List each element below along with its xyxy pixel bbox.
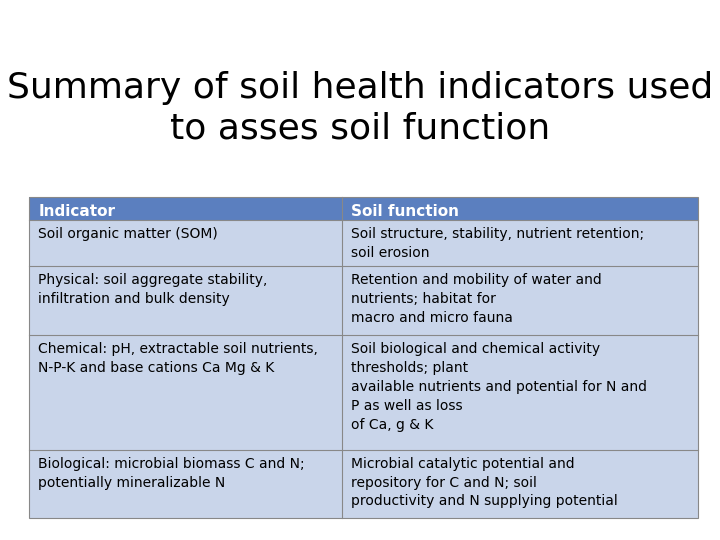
FancyBboxPatch shape — [342, 266, 698, 335]
Text: Retention and mobility of water and
nutrients; habitat for
macro and micro fauna: Retention and mobility of water and nutr… — [351, 273, 602, 325]
Text: Soil biological and chemical activity
thresholds; plant
available nutrients and : Soil biological and chemical activity th… — [351, 342, 647, 431]
Text: Soil function: Soil function — [351, 204, 459, 219]
FancyBboxPatch shape — [29, 220, 342, 266]
Text: Biological: microbial biomass C and N;
potentially mineralizable N: Biological: microbial biomass C and N; p… — [38, 456, 305, 490]
FancyBboxPatch shape — [342, 220, 698, 266]
Text: Microbial catalytic potential and
repository for C and N; soil
productivity and : Microbial catalytic potential and reposi… — [351, 456, 618, 509]
FancyBboxPatch shape — [342, 449, 698, 518]
FancyBboxPatch shape — [29, 197, 342, 220]
Text: Summary of soil health indicators used
to asses soil function: Summary of soil health indicators used t… — [7, 71, 713, 145]
Text: Chemical: pH, extractable soil nutrients,
N-P-K and base cations Ca Mg & K: Chemical: pH, extractable soil nutrients… — [38, 342, 318, 375]
FancyBboxPatch shape — [29, 266, 342, 335]
FancyBboxPatch shape — [342, 197, 698, 220]
Text: Physical: soil aggregate stability,
infiltration and bulk density: Physical: soil aggregate stability, infi… — [38, 273, 268, 306]
Text: Soil organic matter (SOM): Soil organic matter (SOM) — [38, 227, 218, 241]
FancyBboxPatch shape — [342, 335, 698, 449]
Text: Soil structure, stability, nutrient retention;
soil erosion: Soil structure, stability, nutrient rete… — [351, 227, 644, 260]
Text: Indicator: Indicator — [38, 204, 115, 219]
FancyBboxPatch shape — [29, 449, 342, 518]
FancyBboxPatch shape — [29, 335, 342, 449]
